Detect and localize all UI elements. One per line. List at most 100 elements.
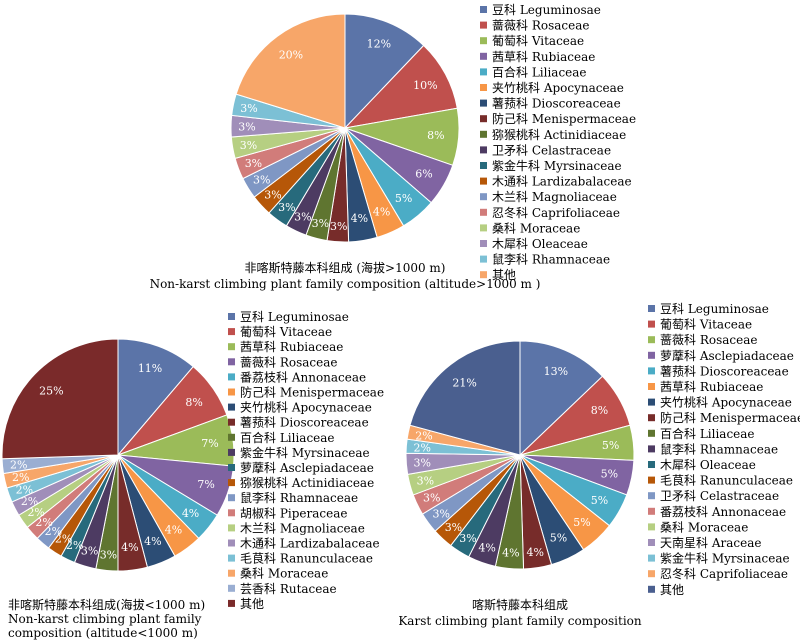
legend-swatch xyxy=(480,99,487,107)
legend-label: 茜草科 Rubiaceae xyxy=(240,340,343,354)
legend-swatch xyxy=(480,52,487,60)
legend-swatch xyxy=(480,146,487,154)
slice-percent-label: 3% xyxy=(264,189,281,202)
slice-percent-label: 2% xyxy=(16,483,33,496)
slice-percent-label: 2% xyxy=(21,495,38,508)
legend-label: 夹竹桃科 Apocynaceae xyxy=(240,400,372,415)
legend-swatch xyxy=(648,585,655,593)
legend-label: 茜草科 Rubiaceae xyxy=(492,50,595,64)
slice-percent-label: 5% xyxy=(602,439,619,452)
legend-swatch xyxy=(480,193,487,201)
legend-label: 胡椒科 Piperaceae xyxy=(240,506,347,520)
legend-swatch xyxy=(480,68,487,76)
slice-percent-label: 20% xyxy=(279,49,303,62)
legend-label: 夹竹桃科 Apocynaceae xyxy=(492,80,624,95)
legend-swatch xyxy=(480,271,487,279)
legend-label: 桑科 Moraceae xyxy=(660,520,748,534)
pie-chart-karst: 13%8%5%5%5%5%5%4%4%4%3%3%3%3%3%3%2%2%21% xyxy=(405,340,635,570)
legend-label: 天南星科 Araceae xyxy=(660,535,761,550)
pie-slice xyxy=(344,13,425,130)
slice-percent-label: 13% xyxy=(544,365,568,378)
legend-label: 薯蓣科 Dioscoreaceae xyxy=(660,364,789,378)
legend-swatch xyxy=(228,433,235,441)
slice-percent-label: 3% xyxy=(240,139,257,152)
legend-swatch xyxy=(648,383,655,390)
legend-label: 豆科 Leguminosae xyxy=(240,310,349,324)
legend-swatch xyxy=(480,6,487,13)
legend-swatch xyxy=(228,479,235,487)
slice-percent-label: 7% xyxy=(197,478,214,491)
slice-percent-label: 5% xyxy=(573,516,590,529)
legend-swatch xyxy=(648,476,655,484)
legend-swatch xyxy=(648,398,655,406)
legend-swatch xyxy=(228,539,235,547)
legend-label: 芸香科 Rutaceae xyxy=(240,582,337,596)
legend-swatch xyxy=(480,21,487,29)
slice-percent-label: 3% xyxy=(81,545,98,558)
slice-percent-label: 4% xyxy=(502,547,519,560)
legend-label: 蔷薇科 Rosaceae xyxy=(240,355,337,369)
slice-percent-label: 4% xyxy=(144,535,161,548)
legend-label: 木通科 Lardizabalaceae xyxy=(240,537,380,551)
slice-percent-label: 3% xyxy=(100,548,117,561)
legend-label: 萝藦科 Asclepiadaceae xyxy=(240,461,374,475)
legend-label: 葡萄科 Vitaceae xyxy=(492,34,584,48)
slice-percent-label: 3% xyxy=(459,532,476,545)
legend-swatch xyxy=(648,461,655,468)
legend-swatch xyxy=(648,351,655,359)
legend-label: 忍冬科 Caprifoliaceae xyxy=(660,566,788,581)
legend-swatch xyxy=(648,429,655,437)
legend-swatch xyxy=(228,448,235,456)
legend-label: 薯蓣科 Dioscoreaceae xyxy=(240,416,369,430)
slice-percent-label: 3% xyxy=(294,211,311,224)
slice-percent-label: 2% xyxy=(12,471,29,484)
legend-swatch xyxy=(480,177,487,185)
legend-label: 萝藦科 Asclepiadaceae xyxy=(660,349,794,363)
slice-percent-label: 2% xyxy=(10,459,27,472)
slice-percent-label: 2% xyxy=(66,539,83,552)
legend-swatch xyxy=(228,464,235,471)
legend-swatch xyxy=(480,84,487,91)
slice-percent-label: 3% xyxy=(238,120,255,133)
slice-percent-label: 3% xyxy=(253,174,270,187)
legend-label: 薯蓣科 Dioscoreaceae xyxy=(492,97,621,111)
legend-label: 猕猴桃科 Actinidiaceae xyxy=(240,475,374,490)
legend-label: 鼠李科 Rhamnaceae xyxy=(492,252,610,267)
legend-swatch xyxy=(228,494,235,502)
slice-percent-label: 5% xyxy=(550,532,567,545)
legend-label: 其他 xyxy=(492,268,516,282)
slice-percent-label: 4% xyxy=(182,507,199,520)
slice-percent-label: 4% xyxy=(526,546,543,559)
slice-percent-label: 3% xyxy=(330,220,347,233)
legend-label: 番荔枝科 Annonaceae xyxy=(240,369,366,384)
legend-swatch xyxy=(648,523,655,531)
slice-percent-label: 3% xyxy=(414,457,431,470)
legend-label: 木兰科 Magnoliaceae xyxy=(240,521,365,535)
legend-swatch xyxy=(480,240,487,247)
legend-label: 毛茛科 Ranunculaceae xyxy=(240,552,373,566)
legend-swatch xyxy=(228,403,235,411)
pie-slice xyxy=(343,44,458,129)
slice-percent-label: 11% xyxy=(138,362,162,375)
caption-title-low-altitude: 非喀斯特藤本科组成(海拔<1000 m) xyxy=(8,597,205,612)
legend-swatch xyxy=(648,320,655,328)
slice-percent-label: 2% xyxy=(415,429,432,442)
legend-swatch xyxy=(648,570,655,578)
legend-label: 卫矛科 Celastraceae xyxy=(492,143,611,157)
slice-percent-label: 5% xyxy=(601,467,618,480)
legend-label: 百合科 Liliaceae xyxy=(240,430,335,445)
slice-percent-label: 8% xyxy=(427,129,444,142)
legend-swatch xyxy=(228,373,235,381)
slice-percent-label: 4% xyxy=(373,206,390,219)
legend-label: 蔷薇科 Rosaceae xyxy=(492,19,589,33)
legend-label: 鼠李科 Rhamnaceae xyxy=(660,441,778,456)
legend-label: 猕猴桃科 Actinidiaceae xyxy=(492,127,626,142)
pie-slice xyxy=(117,338,194,457)
legend-label: 桑科 Moraceae xyxy=(492,221,580,235)
caption-subtitle-karst: Karst climbing plant family composition xyxy=(398,614,642,628)
legend-swatch xyxy=(648,539,655,546)
legend-swatch xyxy=(228,328,235,336)
legend-label: 紫金牛科 Myrsinaceae xyxy=(660,551,790,566)
